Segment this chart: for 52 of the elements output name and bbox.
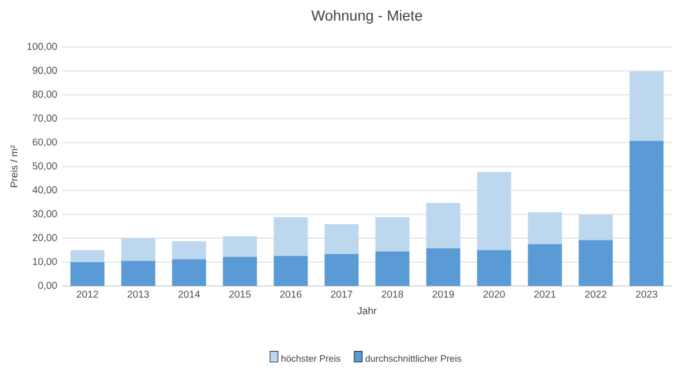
y-tick-label: 0,00: [38, 282, 57, 290]
x-tick-label: 2014: [178, 290, 200, 298]
x-tick-label: 2016: [280, 290, 302, 298]
bar: [274, 217, 308, 256]
bar: [375, 217, 410, 252]
bar: [578, 240, 613, 286]
bar: [70, 262, 104, 286]
y-tick-label: 50,00: [32, 162, 57, 171]
legend-label: durchschnittlicher Preis: [366, 354, 462, 362]
chart-title: Wohnung - Miete: [311, 10, 422, 24]
bar: [70, 250, 104, 262]
x-axis-title: Jahr: [357, 306, 377, 314]
y-tick-label: 20,00: [32, 234, 57, 242]
bar: [630, 71, 664, 141]
x-tick-label: 2017: [330, 290, 352, 298]
bar: [477, 250, 512, 286]
x-tick-label: 2020: [483, 290, 505, 298]
bar: [426, 203, 460, 248]
y-tick-label: 10,00: [33, 258, 57, 266]
x-tick-label: 2013: [128, 290, 149, 298]
y-tick-label: 80,00: [32, 90, 57, 99]
y-axis-title: Preis / m²: [10, 145, 18, 188]
bar: [528, 244, 562, 286]
bar: [172, 241, 206, 260]
bar: [324, 224, 359, 254]
bar: [274, 256, 308, 286]
bar: [477, 172, 512, 250]
x-tick-label: 2022: [585, 290, 606, 298]
bar: [426, 248, 460, 286]
x-tick-label: 2019: [432, 290, 454, 298]
bar: [324, 254, 359, 286]
bar: [528, 212, 562, 244]
bar: [222, 236, 257, 257]
legend-label: höchster Preis: [282, 354, 340, 362]
bar: [172, 259, 206, 286]
bar: [375, 251, 410, 286]
bar: [121, 260, 156, 286]
bar: [630, 140, 664, 286]
x-tick-label: 2021: [534, 290, 556, 298]
y-tick-label: 90,00: [32, 66, 57, 76]
bar: [121, 238, 156, 261]
y-tick-label: 70,00: [32, 114, 57, 123]
bar: [222, 256, 257, 286]
y-tick-label: 30,00: [32, 210, 57, 218]
bar: [578, 214, 613, 240]
y-tick-label: 40,00: [32, 186, 57, 195]
x-tick-label: 2023: [636, 290, 658, 298]
x-tick-label: 2015: [229, 290, 251, 298]
x-tick-label: 2012: [76, 290, 98, 298]
x-tick-label: 2018: [382, 290, 404, 298]
y-tick-label: 100,00: [27, 42, 57, 52]
y-tick-label: 60,00: [32, 138, 57, 147]
